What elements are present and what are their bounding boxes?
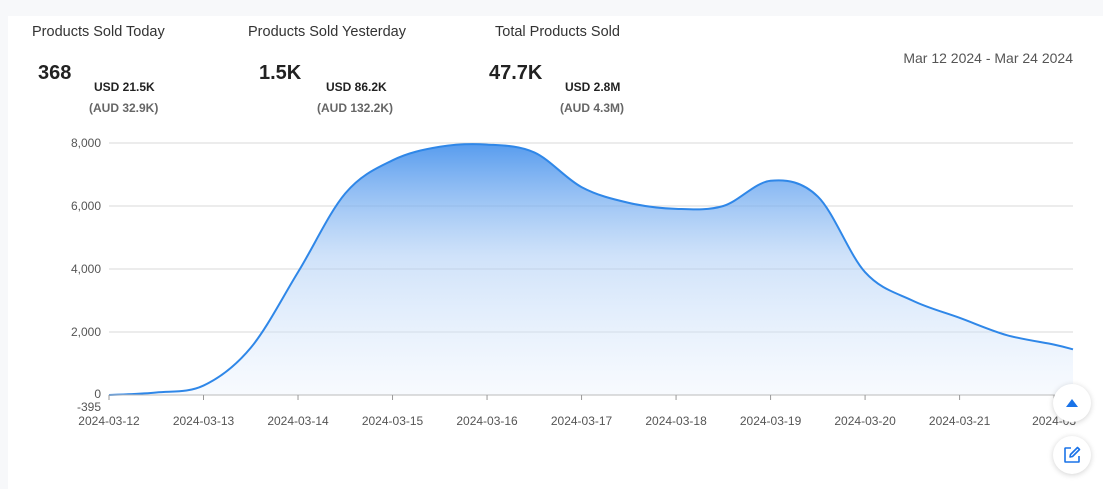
stat-aud: (AUD 132.2K) xyxy=(317,101,394,115)
stat-usd: USD 86.2K xyxy=(326,80,387,94)
data-point xyxy=(580,185,584,189)
data-point xyxy=(1071,347,1075,351)
edit-icon xyxy=(1064,446,1081,463)
x-tick-label: 2024-03-12 xyxy=(78,414,140,428)
stat-value: 1.5K xyxy=(259,62,302,84)
stat-products-sold-today: Products Sold Today 368 USD 21.5K (AUD 3… xyxy=(32,24,165,115)
x-tick-label: 2024-03-20 xyxy=(834,414,896,428)
x-tick-label: 2024-03-16 xyxy=(456,414,518,428)
x-tick-label: 2024-03-21 xyxy=(929,414,991,428)
y-tick-label: 4,000 xyxy=(71,262,101,276)
data-point xyxy=(627,201,631,205)
stat-aud: (AUD 4.3M) xyxy=(560,101,625,115)
data-point xyxy=(296,270,300,274)
stat-value: 368 xyxy=(38,62,72,84)
x-tick-label: 2024-03-19 xyxy=(740,414,802,428)
y-tick-label: 6,000 xyxy=(71,199,101,213)
y-tick-label: -395 xyxy=(77,400,101,414)
data-point xyxy=(816,195,820,199)
data-point xyxy=(1005,333,1009,337)
x-tick-label: 2024-03-18 xyxy=(645,414,707,428)
data-point xyxy=(958,316,962,320)
y-tick-label: 8,000 xyxy=(71,136,101,150)
data-point xyxy=(438,145,442,149)
data-point xyxy=(343,191,347,195)
edit-button[interactable] xyxy=(1053,436,1091,474)
stat-usd: USD 21.5K xyxy=(94,80,155,94)
data-point xyxy=(485,143,489,147)
data-point xyxy=(1052,343,1056,347)
data-point xyxy=(674,207,678,211)
stat-value: 47.7K xyxy=(489,62,543,84)
data-point xyxy=(532,150,536,154)
stat-title: Products Sold Today xyxy=(32,24,165,40)
data-point xyxy=(202,384,206,388)
stat-title: Products Sold Yesterday xyxy=(248,24,406,40)
date-range-label: Mar 12 2024 - Mar 24 2024 xyxy=(903,50,1073,66)
x-tick-label: 2024-03-14 xyxy=(267,414,329,428)
series-line xyxy=(108,143,1074,396)
x-tick-label: 2024-03-15 xyxy=(362,414,424,428)
stat-aud: (AUD 32.9K) xyxy=(89,101,159,115)
data-point xyxy=(863,270,867,274)
scroll-to-top-button[interactable] xyxy=(1053,384,1091,422)
stat-usd: USD 2.8M xyxy=(565,80,621,94)
data-point xyxy=(154,390,158,394)
stat-total-products-sold: Total Products Sold 47.7K USD 2.8M (AUD … xyxy=(489,24,624,115)
x-tick-label: 2024-03-13 xyxy=(173,414,235,428)
data-point xyxy=(910,299,914,303)
y-tick-label: 0 xyxy=(94,387,101,401)
stat-title: Total Products Sold xyxy=(495,24,620,40)
data-point xyxy=(769,179,773,183)
y-tick-label: 2,000 xyxy=(71,325,101,339)
stat-products-sold-yesterday: Products Sold Yesterday 1.5K USD 86.2K (… xyxy=(248,24,406,115)
data-point xyxy=(391,158,395,162)
series-area-fill xyxy=(109,144,1073,395)
data-point xyxy=(721,204,725,208)
x-tick-label: 2024-03-17 xyxy=(551,414,613,428)
data-point xyxy=(249,346,253,350)
arrow-up-icon xyxy=(1066,399,1078,407)
